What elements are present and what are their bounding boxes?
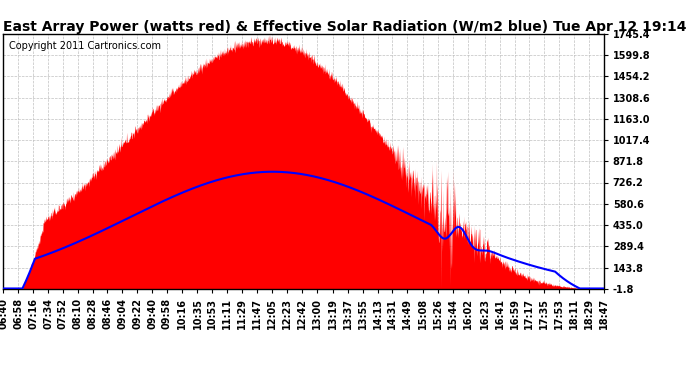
Text: Copyright 2011 Cartronics.com: Copyright 2011 Cartronics.com: [10, 41, 161, 51]
Text: East Array Power (watts red) & Effective Solar Radiation (W/m2 blue) Tue Apr 12 : East Array Power (watts red) & Effective…: [3, 20, 687, 34]
